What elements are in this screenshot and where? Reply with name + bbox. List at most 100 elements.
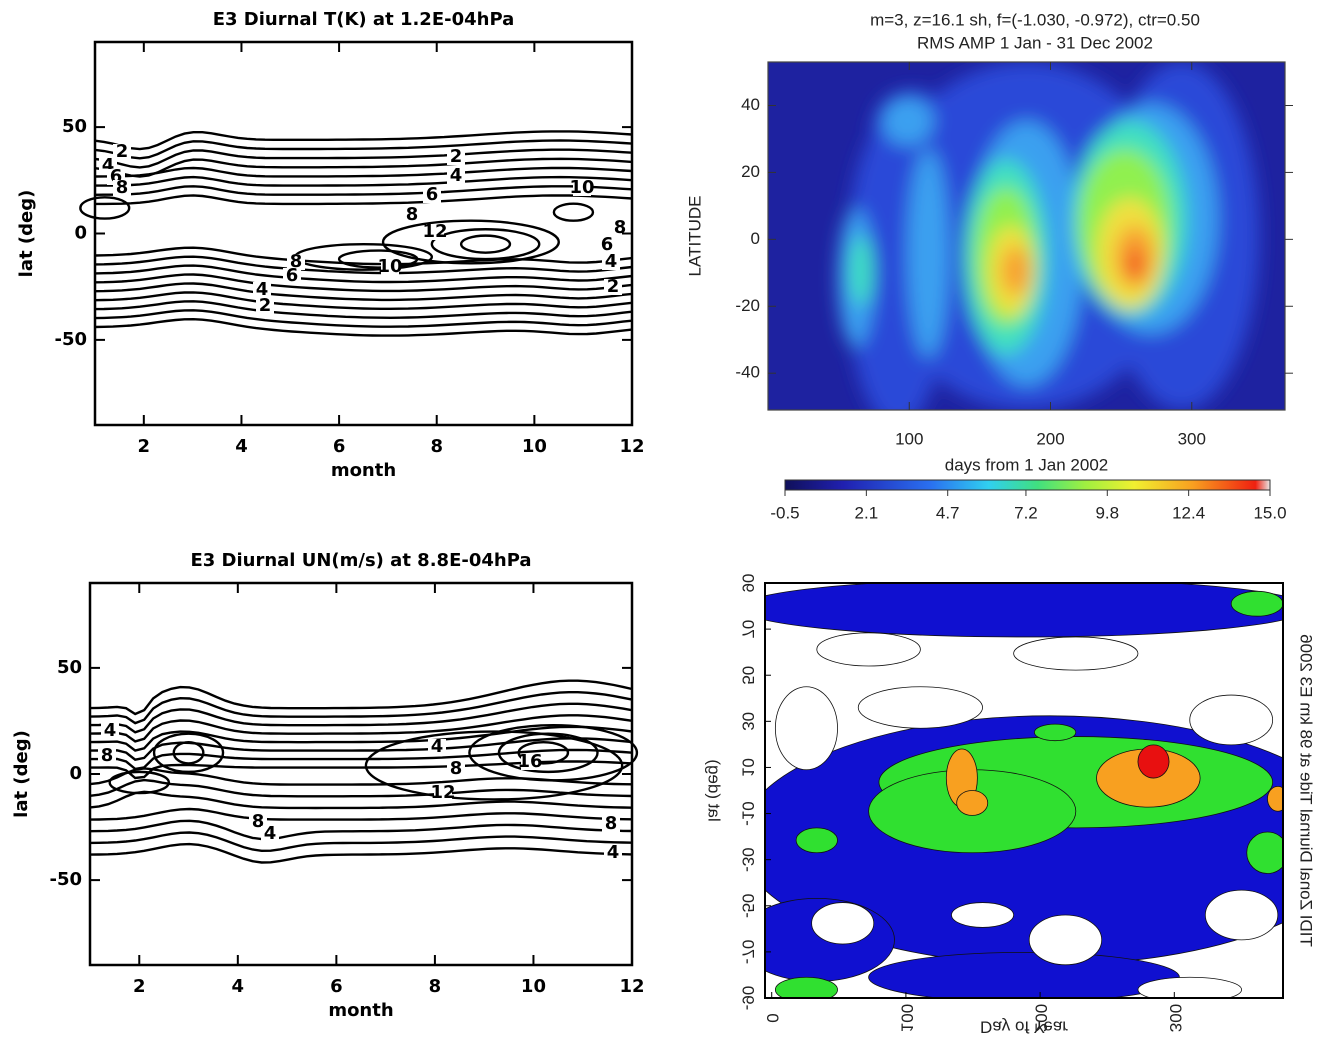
contour-region <box>868 951 1180 998</box>
y-tick-label: -90 <box>739 986 758 1011</box>
contour-region <box>1246 831 1283 874</box>
contour-line <box>90 748 633 771</box>
contour-label: 16 <box>517 751 542 772</box>
contour-label-bg <box>256 298 274 314</box>
panel: 0 100 200 300 90 70 50 30 10 -10 -30 -50 -70 -90 Day o… <box>705 574 1316 1037</box>
y-tick-label: 40 <box>741 95 760 114</box>
x-tick-label: 0 <box>763 1013 782 1022</box>
contour-region <box>1137 744 1170 779</box>
contour-label-bg <box>604 845 622 861</box>
y-tick-label: 50 <box>57 657 82 678</box>
contour-label: 8 <box>116 177 129 198</box>
x-axis-label: month <box>328 1000 393 1021</box>
contour-region <box>1137 976 1242 998</box>
y-axis-label: LATITUDE <box>685 196 704 277</box>
contour-label-bg <box>598 237 616 253</box>
contour-label: 12 <box>422 221 447 242</box>
colorbar-tick-label: -0.5 <box>770 503 799 522</box>
contour-line <box>94 309 633 328</box>
contour-loop <box>337 249 419 269</box>
x-tick-label: 12 <box>619 436 644 457</box>
contour-label: 4 <box>256 279 269 300</box>
y-tick-label: 0 <box>69 763 82 784</box>
contour-line <box>94 255 633 275</box>
x-tick-label: 10 <box>521 976 546 997</box>
chart-title: m=3, z=16.1 sh, f=(-1.030, -0.972), ctr=… <box>870 10 1200 29</box>
contour-loop <box>108 770 171 795</box>
contour-label: 8 <box>101 745 114 766</box>
contour-line <box>89 702 633 734</box>
contour-label-bg <box>423 187 441 203</box>
heatmap-blob <box>849 235 873 306</box>
x-axis-label: Day of Year <box>980 1018 1068 1037</box>
plot-frame <box>764 582 1284 999</box>
colorbar-tick-label: 12.4 <box>1172 503 1205 522</box>
contour-line <box>89 691 633 725</box>
y-tick-label: -50 <box>49 869 82 890</box>
contour-label-bg <box>253 282 271 298</box>
x-tick-label: 4 <box>232 976 245 997</box>
heatmap-blob <box>907 149 949 358</box>
contour-line <box>94 130 633 151</box>
contour-line <box>89 819 633 841</box>
contour-line <box>89 790 633 810</box>
x-tick-label: 8 <box>430 436 443 457</box>
contour-region <box>1033 723 1077 742</box>
contour-line <box>94 185 633 196</box>
y-tick-label: 90 <box>739 574 758 593</box>
contour-label: 10 <box>569 177 594 198</box>
contour-line <box>94 273 633 293</box>
chart-title: E3 Diurnal UN(m/s) at 8.8E-04hPa <box>190 550 531 571</box>
colorbar-tick-label: 2.1 <box>855 503 879 522</box>
contour-line <box>94 282 633 302</box>
y-tick-label: -30 <box>739 847 758 872</box>
contour-label-bg <box>604 279 622 295</box>
contour-line <box>89 714 633 743</box>
contour-label-bg <box>428 739 446 755</box>
contour-line <box>94 291 633 310</box>
contour-label-bg <box>101 723 119 739</box>
contour-label-bg <box>98 748 116 764</box>
contour-label-bg <box>283 268 301 284</box>
contour-region <box>774 686 838 771</box>
colorbar-tick-label: 7.2 <box>1014 503 1038 522</box>
contour-label-bg <box>447 149 465 165</box>
contour-region <box>816 632 921 667</box>
contour-line <box>90 760 633 780</box>
y-tick-label: -50 <box>54 329 87 350</box>
contour-label: 6 <box>601 234 614 255</box>
contour-region <box>795 827 838 854</box>
contour-label-bg <box>381 259 399 275</box>
contour-label-bg <box>113 144 131 160</box>
x-tick-label: 2 <box>138 436 151 457</box>
contour-region <box>765 583 1283 638</box>
x-tick-label: 300 <box>1178 429 1206 448</box>
colorbar-tick-label: 4.7 <box>936 503 960 522</box>
chart-title: E3 Diurnal T(K) at 1.2E-04hPa <box>213 9 515 30</box>
contour-region <box>857 686 983 729</box>
contour-label: 4 <box>431 736 444 757</box>
contour-region <box>951 902 1015 928</box>
contour-label-bg <box>403 207 421 223</box>
contour-line <box>94 166 633 178</box>
y-tick-label: 50 <box>62 116 87 137</box>
contour-label: 2 <box>607 276 620 297</box>
colorbar-tick-label: 15.0 <box>1253 503 1286 522</box>
contour-line <box>95 175 633 187</box>
contour-label-bg <box>447 761 465 777</box>
y-tick-label: 20 <box>741 162 760 181</box>
x-tick-label: 100 <box>897 1004 916 1032</box>
contour-label-bg <box>611 220 629 236</box>
contour-label: 6 <box>426 184 439 205</box>
contour-loop <box>517 740 570 765</box>
contour-line <box>89 831 633 853</box>
contour-fill <box>765 583 1283 998</box>
x-axis-label: month <box>331 460 396 481</box>
contour-label: 10 <box>377 256 402 277</box>
y-tick-label: 0 <box>751 229 760 248</box>
x-tick-label: 6 <box>333 436 346 457</box>
contour-loop <box>381 219 560 265</box>
contour-loop <box>430 228 541 261</box>
